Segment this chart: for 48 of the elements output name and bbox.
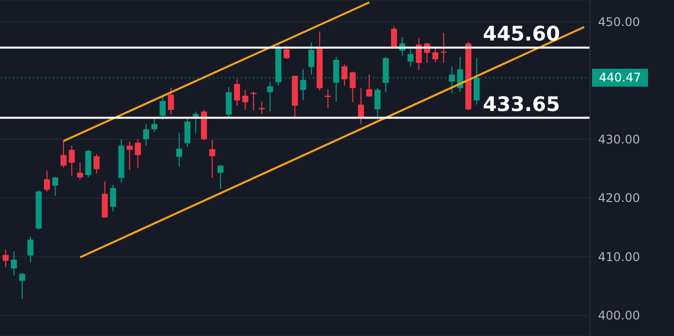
candlestick	[226, 86, 232, 118]
candlestick	[440, 32, 447, 64]
ref-line-label: 445.60	[482, 22, 560, 46]
candlestick	[168, 87, 174, 116]
candlestick	[258, 101, 265, 114]
candlestick	[77, 162, 84, 180]
candlestick	[218, 164, 224, 190]
y-tick-label: 430.00	[598, 132, 640, 146]
candlestick	[209, 139, 216, 178]
candlestick	[374, 88, 380, 120]
candlestick	[2, 249, 9, 268]
candlestick	[408, 48, 414, 67]
candlestick	[19, 272, 26, 300]
candlestick	[27, 236, 34, 264]
candlestick	[151, 118, 158, 132]
candlestick	[126, 141, 133, 170]
candlestick	[176, 132, 182, 168]
candlestick	[366, 74, 372, 98]
candlestick	[60, 140, 66, 168]
ref-line-label: 440.47	[599, 70, 641, 85]
candlestick	[184, 118, 190, 148]
candlestick	[416, 38, 422, 70]
candlestick	[234, 78, 240, 106]
candlestick	[284, 45, 290, 60]
candlestick	[44, 170, 50, 192]
candlestick	[192, 111, 199, 134]
candlestick	[102, 181, 108, 218]
candlestick	[10, 250, 17, 276]
ref-line-label: 433.65	[482, 92, 560, 116]
candlestick	[432, 48, 438, 63]
candlestick	[358, 88, 364, 124]
candlestick	[110, 184, 116, 212]
candlestick	[350, 71, 356, 103]
y-tick-label: 420.00	[598, 191, 640, 206]
candlestick	[160, 94, 166, 120]
candlestick	[68, 145, 75, 176]
candlestick	[242, 89, 248, 110]
y-tick-label: 450.00	[598, 14, 640, 29]
y-tick-label: 400.00	[598, 308, 640, 323]
candlestick	[134, 138, 141, 168]
candlestick	[94, 153, 100, 174]
y-tick-label: 410.00	[598, 250, 640, 264]
candlestick	[341, 64, 348, 86]
candlestick	[308, 42, 314, 76]
candlestick	[52, 176, 58, 196]
candlestick	[324, 88, 331, 109]
candlestick	[267, 81, 274, 112]
candlestick	[143, 123, 150, 146]
